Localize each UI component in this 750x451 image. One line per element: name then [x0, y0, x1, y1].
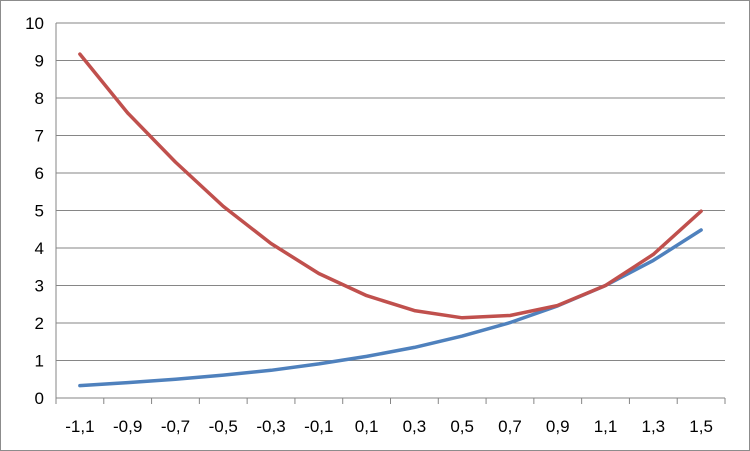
y-tick-label: 1: [35, 352, 44, 371]
y-tick-label: 9: [35, 52, 44, 71]
axes: [55, 23, 726, 404]
y-tick-label: 0: [35, 389, 44, 408]
x-tick-label: 1,3: [642, 417, 666, 436]
x-tick-label: 1,1: [594, 417, 618, 436]
x-tick-label: -0,7: [161, 417, 190, 436]
y-tick-label: 4: [35, 239, 44, 258]
series-line-2: [78, 52, 703, 320]
x-tick-label: 0,7: [498, 417, 522, 436]
series-lines: [78, 52, 703, 388]
x-tick-labels: -1,1 -0,9 -0,7 -0,5 -0,3 -0,1 0,1 0,3 0,5 0,7 0,9 1…: [65, 417, 713, 436]
y-tick-label: 5: [35, 202, 44, 221]
gridlines: [56, 22, 725, 361]
x-tick-label: -0,3: [256, 417, 285, 436]
x-tick-label: 1,5: [689, 417, 713, 436]
x-tick-label: 0,3: [403, 417, 427, 436]
y-tick-label: 6: [35, 164, 44, 183]
y-tick-label: 7: [35, 127, 44, 146]
x-tick-label: -0,9: [113, 417, 142, 436]
x-tick-label: 0,1: [355, 417, 379, 436]
x-tick-label: -0,1: [304, 417, 333, 436]
y-tick-label: 10: [25, 14, 44, 33]
x-tick-label: -1,1: [65, 417, 94, 436]
x-tick-label: -0,5: [209, 417, 238, 436]
y-tick-label: 8: [35, 89, 44, 108]
y-tick-label: 2: [35, 314, 44, 333]
y-tick-label: 3: [35, 277, 44, 296]
x-tick-label: 0,5: [450, 417, 474, 436]
series-line-1: [78, 228, 703, 388]
y-tick-labels: 0 1 2 3 4 5 6 7 8 9 10: [25, 14, 44, 408]
x-tick-label: 0,9: [546, 417, 570, 436]
